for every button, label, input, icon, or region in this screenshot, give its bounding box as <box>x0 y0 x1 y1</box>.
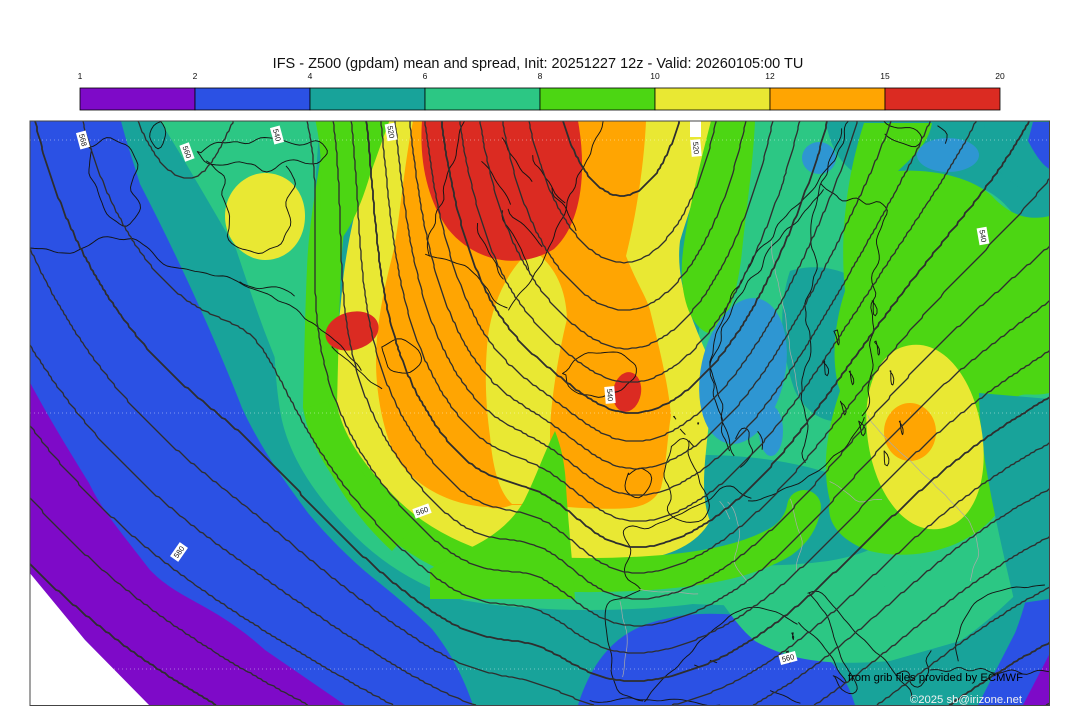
svg-text:520: 520 <box>691 141 701 154</box>
svg-text:12: 12 <box>765 71 775 81</box>
svg-text:540: 540 <box>271 128 283 142</box>
svg-text:560: 560 <box>781 652 795 664</box>
svg-text:560: 560 <box>181 145 194 160</box>
svg-text:from grib files provided by EC: from grib files provided by ECMWF <box>848 672 1023 684</box>
svg-text:10: 10 <box>650 71 660 81</box>
svg-text:15: 15 <box>880 71 890 81</box>
svg-text:2: 2 <box>193 71 198 81</box>
svg-text:6: 6 <box>423 71 428 81</box>
svg-text:4: 4 <box>308 71 313 81</box>
svg-text:560: 560 <box>415 505 430 518</box>
svg-text:8: 8 <box>538 71 543 81</box>
svg-text:568: 568 <box>77 133 89 147</box>
svg-text:20: 20 <box>995 71 1005 81</box>
svg-text:IFS - Z500 (gpdam) mean and sp: IFS - Z500 (gpdam) mean and spread, Init… <box>273 56 804 72</box>
svg-text:540: 540 <box>605 388 615 401</box>
svg-text:©2025 sb@irizone.net: ©2025 sb@irizone.net <box>910 694 1023 706</box>
svg-text:520: 520 <box>385 125 396 139</box>
svg-text:1: 1 <box>78 71 83 81</box>
svg-text:540: 540 <box>977 229 988 243</box>
